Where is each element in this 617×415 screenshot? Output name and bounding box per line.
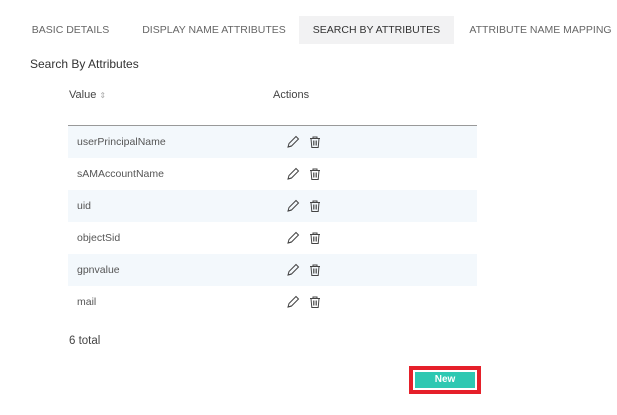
attribute-value: uid	[77, 200, 92, 212]
header-divider	[68, 125, 477, 126]
edit-pencil-icon[interactable]	[286, 167, 300, 181]
edit-pencil-icon[interactable]	[286, 231, 300, 245]
tab-basic-details[interactable]: BASIC DETAILS	[31, 24, 110, 36]
table-row: sAMAccountName	[68, 158, 477, 190]
highlight-box: New	[409, 366, 481, 394]
table-row: mail	[68, 286, 477, 318]
edit-pencil-icon[interactable]	[286, 199, 300, 213]
attribute-value: mail	[77, 296, 97, 308]
actions-column-header: Actions	[273, 89, 310, 101]
table-row: gpnvalue	[68, 254, 477, 286]
delete-trash-icon[interactable]	[308, 295, 322, 309]
attribute-value: userPrincipalName	[77, 136, 166, 148]
table-row: objectSid	[68, 222, 477, 254]
tab-attribute-name-mapping[interactable]: ATTRIBUTE NAME MAPPING	[469, 24, 612, 36]
table-row: uid	[68, 190, 477, 222]
edit-pencil-icon[interactable]	[286, 135, 300, 149]
sort-icon[interactable]: ⇕	[99, 91, 107, 100]
tab-display-name-attributes[interactable]: DISPLAY NAME ATTRIBUTES	[142, 24, 286, 36]
tab-bar: BASIC DETAILS DISPLAY NAME ATTRIBUTES SE…	[0, 16, 617, 44]
delete-trash-icon[interactable]	[308, 135, 322, 149]
value-column-header[interactable]: Value ⇕	[69, 89, 106, 101]
edit-pencil-icon[interactable]	[286, 263, 300, 277]
table-row: userPrincipalName	[68, 126, 477, 158]
tab-search-by-attributes[interactable]: SEARCH BY ATTRIBUTES	[299, 16, 454, 44]
delete-trash-icon[interactable]	[308, 167, 322, 181]
attribute-value: objectSid	[77, 232, 121, 244]
delete-trash-icon[interactable]	[308, 231, 322, 245]
delete-trash-icon[interactable]	[308, 263, 322, 277]
attribute-value: gpnvalue	[77, 264, 120, 276]
new-button[interactable]: New	[415, 372, 475, 388]
total-count: 6 total	[69, 335, 101, 347]
value-header-label: Value	[69, 89, 97, 101]
attribute-value: sAMAccountName	[77, 168, 164, 180]
delete-trash-icon[interactable]	[308, 199, 322, 213]
section-title: Search By Attributes	[30, 57, 139, 71]
attributes-table: userPrincipalName sAMAccountName uid object…	[68, 126, 477, 318]
edit-pencil-icon[interactable]	[286, 295, 300, 309]
